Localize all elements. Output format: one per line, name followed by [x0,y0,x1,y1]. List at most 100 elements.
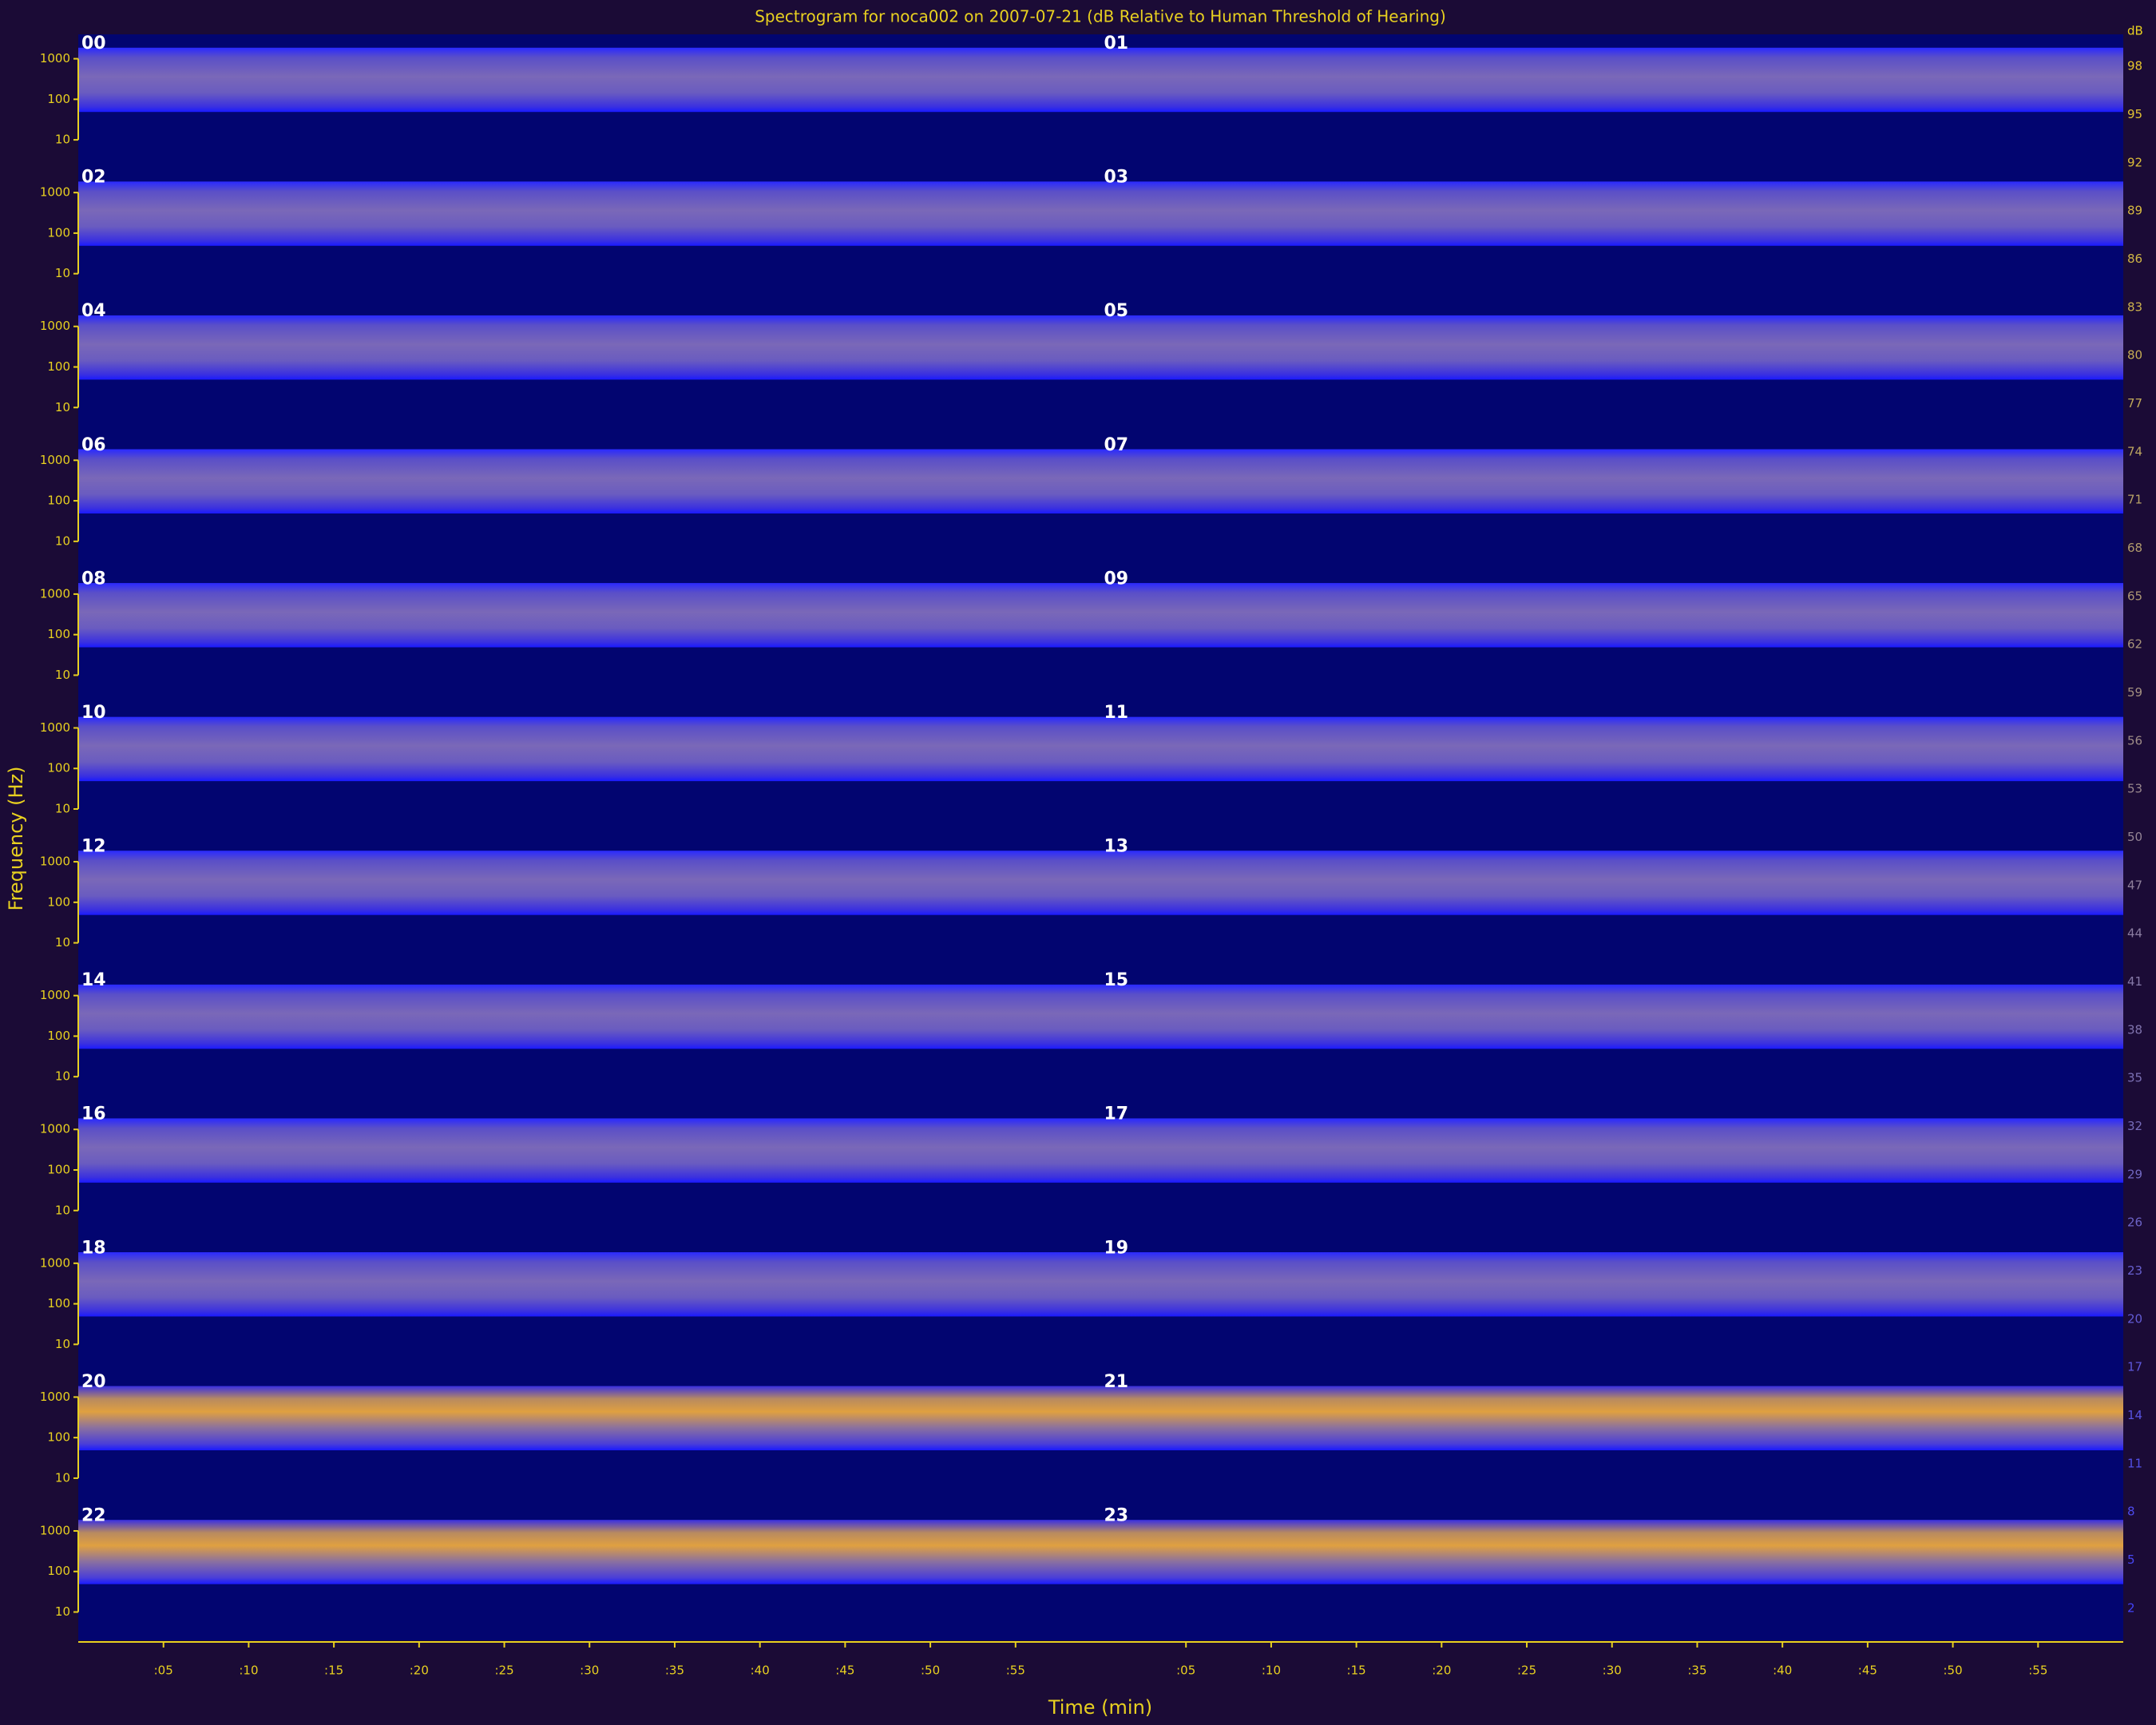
colorbar-tick-label: 35 [2127,1071,2142,1085]
spectrogram-band [78,181,1101,246]
y-tick-label: 10 [55,400,70,414]
spectrogram-band [1100,1386,2123,1451]
y-tick-label: 1000 [40,855,70,869]
hour-label: 22 [81,1505,106,1525]
y-tick-label: 100 [47,92,70,106]
hour-label: 00 [81,34,106,54]
x-tick-label: :55 [2028,1664,2047,1678]
y-tick-label: 10 [55,1203,70,1217]
x-tick-label: :45 [1858,1664,1877,1678]
chart-title: Spectrogram for noca002 on 2007-07-21 (d… [755,7,1446,26]
hour-label: 05 [1104,301,1129,321]
colorbar-tick-label: 17 [2127,1360,2142,1374]
spectrogram-band [78,1118,1101,1183]
x-tick-label: :15 [324,1664,343,1678]
spectrogram-band [78,984,1101,1049]
y-tick-label: 100 [47,1564,70,1578]
x-tick-label: :50 [921,1664,940,1678]
spectrogram-band [1100,716,2123,782]
x-tick-label: :20 [410,1664,429,1678]
x-tick-label: :15 [1347,1664,1366,1678]
colorbar-tick-label: 59 [2127,685,2142,700]
colorbar-tick-label: 53 [2127,782,2142,796]
colorbar-tick-label: 56 [2127,733,2142,748]
y-tick-label: 1000 [40,185,70,200]
hour-label: 12 [81,837,106,857]
colorbar-tick-label: 29 [2127,1167,2142,1181]
y-tick-label: 100 [47,1296,70,1311]
colorbar-tick-label: 80 [2127,348,2142,363]
y-tick-label: 1000 [40,1122,70,1136]
x-tick-label: :20 [1432,1664,1451,1678]
hour-label: 03 [1104,168,1129,188]
x-tick-label: :25 [494,1664,513,1678]
y-tick-label: 10 [55,1470,70,1485]
spectrogram-band [1100,315,2123,380]
hour-label: 14 [81,970,106,990]
colorbar-tick-label: 14 [2127,1408,2142,1422]
y-tick-label: 10 [55,266,70,280]
y-tick-label: 10 [55,1069,70,1084]
y-tick-label: 100 [47,894,70,909]
y-tick-label: 1000 [40,1390,70,1404]
colorbar-tick-label: 5 [2127,1552,2135,1567]
spectrogram-band [78,449,1101,514]
hour-label: 23 [1104,1505,1129,1525]
y-tick-label: 100 [47,1029,70,1043]
x-tick-label: :45 [835,1664,854,1678]
x-tick-label: :25 [1517,1664,1536,1678]
hour-label: 07 [1104,435,1129,455]
colorbar-tick-label: 47 [2127,878,2142,892]
x-tick-label: :30 [580,1664,599,1678]
plot-area [78,34,2123,1640]
x-tick-label: :10 [1262,1664,1281,1678]
x-tick-label: :35 [665,1664,684,1678]
y-tick-label: 100 [47,1162,70,1176]
x-tick-label: :40 [751,1664,770,1678]
colorbar-tick-label: 20 [2127,1311,2142,1326]
colorbar-tick-label: 86 [2127,252,2142,266]
colorbar-label: dB [2127,24,2143,38]
hour-label: 01 [1104,34,1129,54]
y-tick-label: 1000 [40,720,70,735]
hour-label: 08 [81,569,106,589]
colorbar-tick-label: 2 [2127,1600,2135,1615]
hour-label: 04 [81,301,106,321]
colorbar-tick-label: 68 [2127,541,2142,555]
colorbar-tick-label: 26 [2127,1215,2142,1230]
hour-label: 20 [81,1372,106,1392]
spectrogram-band [78,583,1101,648]
y-tick-label: 10 [55,668,70,682]
hour-label: 09 [1104,569,1129,589]
hour-label: 19 [1104,1238,1129,1258]
spectrogram-band [1100,47,2123,113]
colorbar-tick-label: 62 [2127,637,2142,652]
hour-label: 21 [1104,1372,1129,1392]
y-tick-label: 1000 [40,988,70,1002]
hour-label: 10 [81,703,106,723]
x-axis-label: Time (min) [1048,1696,1152,1719]
colorbar-tick-label: 92 [2127,155,2142,169]
colorbar-tick-label: 32 [2127,1119,2142,1133]
spectrogram-band [1100,851,2123,915]
spectrogram-band [78,1386,1101,1451]
y-axis-label: Frequency (Hz) [5,767,27,911]
hour-label: 11 [1104,703,1129,723]
colorbar-tick-label: 38 [2127,1022,2142,1037]
colorbar-tick-label: 77 [2127,396,2142,410]
y-tick-label: 100 [47,761,70,775]
y-tick-label: 100 [47,494,70,508]
colorbar-tick-label: 98 [2127,59,2142,73]
y-tick-label: 10 [55,802,70,816]
colorbar-tick-label: 65 [2127,589,2142,603]
hour-label: 02 [81,168,106,188]
colorbar-tick-label: 23 [2127,1263,2142,1278]
spectrogram-band [1100,583,2123,648]
y-tick-label: 100 [47,225,70,240]
colorbar-tick-label: 83 [2127,299,2142,314]
colorbar-tick-label: 11 [2127,1456,2142,1470]
spectrogram-band [78,851,1101,915]
x-tick-label: :05 [154,1664,173,1678]
x-tick-label: :35 [1687,1664,1706,1678]
